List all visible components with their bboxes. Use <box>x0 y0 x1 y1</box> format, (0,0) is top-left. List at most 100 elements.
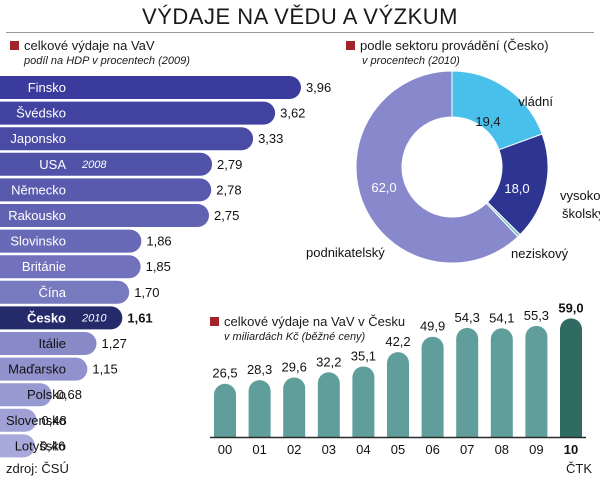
hbar-value-label: 3,62 <box>280 106 305 121</box>
vbar-category-label: 04 <box>356 442 370 457</box>
section-marker <box>346 41 355 50</box>
hbar-year-annotation: 2010 <box>81 312 107 324</box>
hbar-category-label: Finsko <box>28 80 66 95</box>
hbar-10 <box>0 332 97 355</box>
vbar-4 <box>352 366 375 437</box>
hbar-category-label: Británie <box>22 259 66 274</box>
section-marker <box>210 317 219 326</box>
vbar-category-label: 01 <box>252 442 266 457</box>
donut-label-podnikatelsky: podnikatelský <box>306 245 385 260</box>
hbar-value-label: 3,33 <box>258 131 283 146</box>
donut-label-vysoko: vysoko- <box>560 188 600 203</box>
donut-label-neziskovy: neziskový <box>511 246 569 261</box>
hbar-12 <box>0 383 52 407</box>
hbar-category-label: USA <box>39 157 66 172</box>
hbar-value-label: 2,78 <box>216 182 241 197</box>
hbar-3 <box>0 152 213 176</box>
hbar-category-label: Německo <box>11 182 66 197</box>
vbar-2 <box>283 377 306 437</box>
donut-title-text: podle sektoru provádění (Česko) <box>360 38 549 53</box>
vbar-value-label: 49,9 <box>420 319 445 334</box>
vbar-category-label: 02 <box>287 442 301 457</box>
hbar-value-label: 0,46 <box>40 438 65 453</box>
vbar-category-label: 08 <box>495 442 509 457</box>
vbar-7 <box>456 327 479 437</box>
hbar-category-label: Slovensko <box>6 413 66 428</box>
donut-value-label: 19,4 <box>475 114 500 129</box>
page-title: VÝDAJE NA VĚDU A VÝZKUM <box>142 4 458 29</box>
donut-value-label: 18,0 <box>504 181 529 196</box>
vbar-value-label: 42,2 <box>385 334 410 349</box>
hbar-value-label: 1,70 <box>134 285 159 300</box>
title-divider <box>6 32 594 33</box>
hbar-title: celkové výdaje na VaV <box>10 38 155 53</box>
hbar-5 <box>0 204 210 227</box>
vbar-5 <box>387 352 409 437</box>
vbar-category-label: 07 <box>460 442 474 457</box>
hbar-13 <box>0 408 37 432</box>
vbar-category-label: 00 <box>218 442 232 457</box>
hbar-4 <box>0 178 212 202</box>
hbar-8 <box>0 280 130 304</box>
vbar-value-label: 54,1 <box>489 310 514 325</box>
hbar-7 <box>0 255 141 279</box>
agency-credit: ČTK <box>566 461 592 476</box>
vbar-value-label: 54,3 <box>455 310 480 325</box>
vbar-value-label: 32,2 <box>316 354 341 369</box>
vbar-subtitle: v miliardách Kč (běžné ceny) <box>224 331 366 343</box>
donut-subtitle: v procentech (2010) <box>362 55 460 67</box>
hbar-category-label: Švédsko <box>16 106 66 121</box>
hbar-11 <box>0 357 88 381</box>
hbar-year-annotation: 2008 <box>81 159 107 171</box>
vbar-value-label: 29,6 <box>282 360 307 375</box>
donut-title: podle sektoru provádění (Česko) <box>346 38 549 53</box>
donut-label-skolsky: školský <box>562 206 600 221</box>
donut-slice-0 <box>451 70 543 151</box>
hbar-value-label: 1,15 <box>92 362 117 377</box>
vbar-10 <box>560 318 582 437</box>
hbar-value-label: 1,27 <box>102 336 127 351</box>
hbar-category-label: Itálie <box>39 336 66 351</box>
donut-value-label: 62,0 <box>371 180 396 195</box>
hbar-value-label: 2,75 <box>214 208 239 223</box>
vbar-value-label: 26,5 <box>212 366 237 381</box>
vbar-category-label: 03 <box>322 442 336 457</box>
vbar-title: celkové výdaje na VaV v Česku <box>210 314 405 329</box>
vbar-3 <box>317 372 340 437</box>
vbar-category-label: 06 <box>425 442 439 457</box>
hbar-6 <box>0 229 142 253</box>
hbar-category-label: Česko <box>27 310 66 325</box>
hbar-title-text: celkové výdaje na VaV <box>24 38 155 53</box>
donut-label-vladni: vládní <box>518 94 553 109</box>
vbar-value-label: 55,3 <box>524 308 549 323</box>
vbar-category-label: 05 <box>391 442 405 457</box>
source-note: zdroj: ČSÚ <box>6 461 69 476</box>
hbar-category-label: Maďarsko <box>8 362 66 377</box>
hbar-value-label: 1,85 <box>146 259 171 274</box>
hbar-value-label: 1,61 <box>127 310 152 325</box>
hbar-1 <box>0 101 276 125</box>
hbar-category-label: Čína <box>39 285 67 300</box>
vbar-8 <box>490 328 513 437</box>
vbar-6 <box>421 336 444 437</box>
vbar-value-label: 59,0 <box>558 300 583 315</box>
hbar-value-label: 0,48 <box>41 413 66 428</box>
vbar-title-text: celkové výdaje na VaV v Česku <box>224 314 406 329</box>
hbar-category-label: Rakousko <box>8 208 66 223</box>
hbar-value-label: 1,86 <box>146 234 171 249</box>
donut-slice-3 <box>355 70 519 264</box>
vbar-category-label: 10 <box>564 442 578 457</box>
vbar-1 <box>248 380 271 437</box>
hbar-2 <box>0 127 254 151</box>
hbar-value-label: 3,96 <box>306 80 331 95</box>
hbar-14 <box>0 434 35 458</box>
hbar-value-label: 0,68 <box>57 387 82 402</box>
vbar-0 <box>214 383 236 437</box>
hbar-value-label: 2,79 <box>217 157 242 172</box>
hbar-0 <box>0 76 301 99</box>
hbar-category-label: Polsko <box>27 387 66 402</box>
vbar-category-label: 09 <box>529 442 543 457</box>
hbar-9 <box>0 306 123 330</box>
section-marker <box>10 41 19 50</box>
